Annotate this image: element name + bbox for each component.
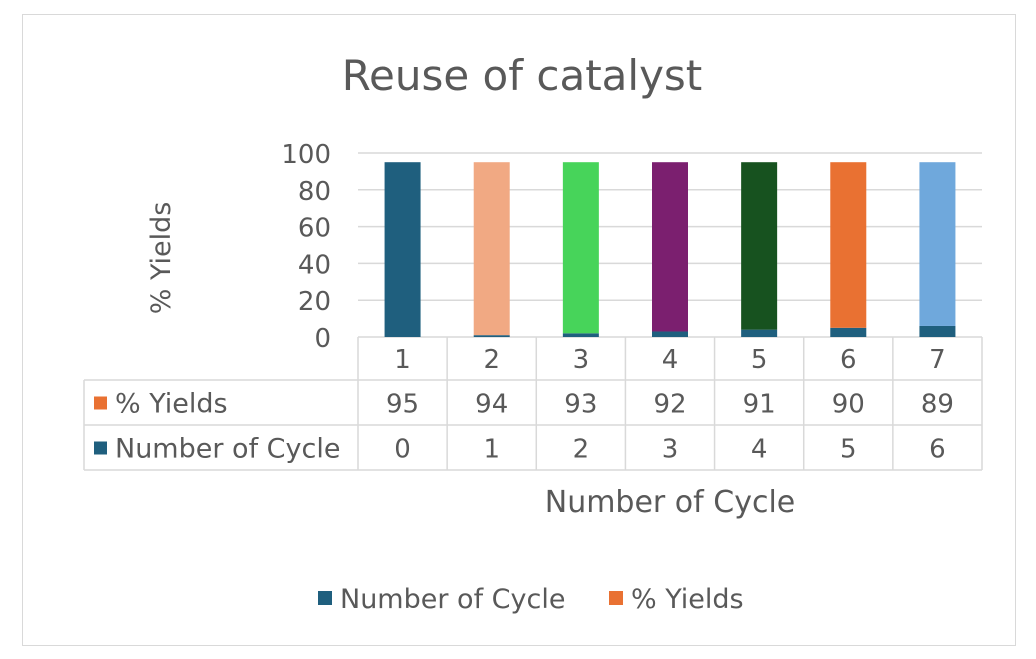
table-row-label: % Yields — [115, 389, 228, 420]
y-tick-label: 80 — [298, 177, 331, 207]
bar-yield-5 — [741, 162, 778, 330]
table-cell: 91 — [743, 390, 776, 420]
legend-label: Number of Cycle — [340, 584, 565, 615]
bar-yield-1 — [384, 162, 421, 337]
table-row-label: Number of Cycle — [115, 434, 340, 465]
x-tick-label: 5 — [751, 345, 768, 375]
x-tick-label: 4 — [662, 345, 679, 375]
bar-cycle-5 — [741, 329, 778, 337]
chart-title: Reuse of catalyst — [342, 51, 703, 100]
table-cell: 95 — [386, 390, 419, 420]
bar-yield-2 — [473, 162, 510, 336]
bar-yield-7 — [919, 162, 956, 326]
bar-cycle-7 — [919, 325, 956, 337]
bar-yield-3 — [562, 162, 599, 334]
bar-yield-6 — [830, 162, 867, 328]
x-tick-label: 1 — [394, 345, 411, 375]
bar-yield-4 — [652, 162, 688, 332]
y-tick-label: 0 — [314, 324, 331, 354]
bar-cycle-2 — [473, 335, 510, 337]
x-tick-label: 6 — [840, 345, 857, 375]
bar-cycle-3 — [562, 333, 599, 337]
legend-swatch — [609, 591, 623, 605]
table-cell: 0 — [394, 435, 411, 465]
bar-cycle-4 — [652, 331, 688, 337]
y-tick-label: 60 — [298, 214, 331, 244]
table-cell: 89 — [921, 390, 954, 420]
x-tick-label: 2 — [483, 345, 500, 375]
table-cell: 3 — [662, 435, 679, 465]
bars — [384, 162, 956, 337]
table-cell: 92 — [653, 390, 686, 420]
table-legend-key — [94, 396, 107, 410]
y-tick-labels: 0 20 40 60 80 100 — [281, 140, 331, 354]
legend: Number of Cycle % Yields — [318, 584, 744, 615]
y-tick-label: 40 — [298, 250, 331, 280]
x-tick-label: 3 — [573, 345, 590, 375]
y-tick-label: 100 — [281, 140, 331, 170]
table-cell: 2 — [573, 435, 590, 465]
table-cell: 90 — [832, 390, 865, 420]
y-tick-label: 20 — [298, 287, 331, 317]
bar-cycle-6 — [830, 327, 867, 337]
x-axis-label: Number of Cycle — [545, 485, 796, 520]
table-cell: 6 — [929, 435, 946, 465]
table-cell: 93 — [564, 390, 597, 420]
legend-swatch — [318, 591, 332, 605]
table-legend-key — [94, 441, 107, 455]
table-cell: 5 — [840, 435, 857, 465]
x-tick-label: 7 — [929, 345, 946, 375]
data-table: 1 2 3 4 5 6 7 % Yields 95 94 93 92 91 90 89 Number of C… — [83, 337, 983, 471]
legend-label: % Yields — [631, 584, 744, 615]
table-cell: 4 — [751, 435, 768, 465]
table-cell: 94 — [475, 390, 508, 420]
y-axis-label: % Yields — [146, 202, 177, 315]
table-cell: 1 — [483, 435, 500, 465]
